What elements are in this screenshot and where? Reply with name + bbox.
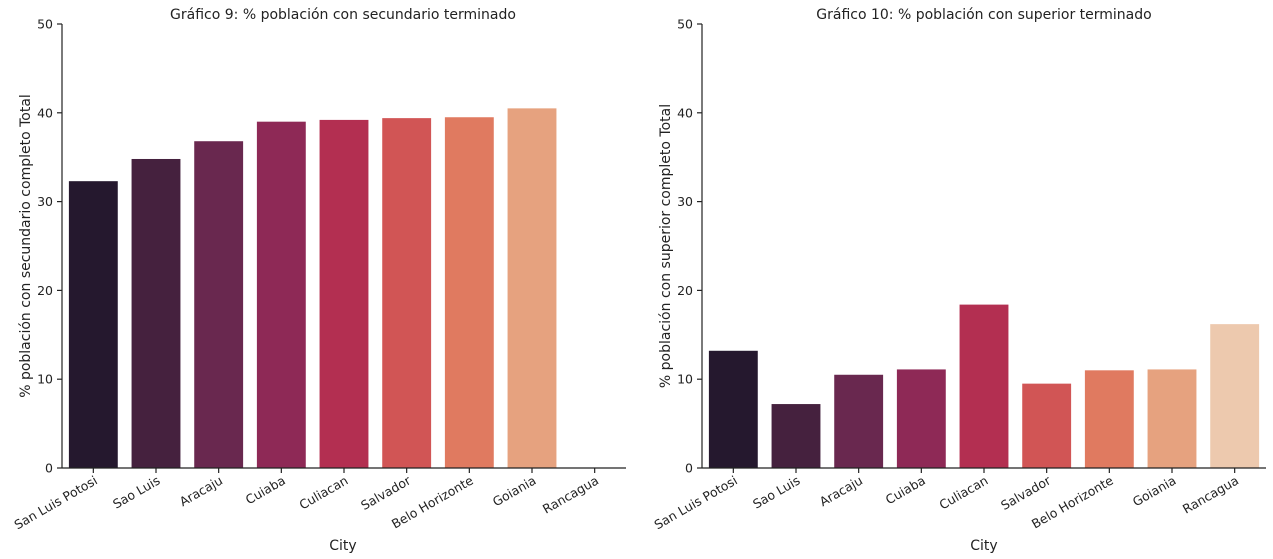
x-axis-ticks: San Luis Potosi Sao Luis Aracaju Cuiaba Culi… — [11, 468, 601, 532]
bar-aracaju — [194, 141, 244, 468]
x-tick-label: Salvador — [358, 472, 414, 513]
bar-culiacan — [959, 304, 1009, 468]
x-tick-label: Goiania — [1130, 473, 1179, 510]
bar-san-luis-potosi — [708, 350, 758, 468]
bar-aracaju — [834, 374, 884, 468]
y-tick-label: 20 — [677, 283, 693, 298]
y-tick-label: 40 — [677, 105, 693, 120]
y-axis-ticks: 0 10 20 30 40 50 — [37, 17, 62, 476]
y-axis-ticks: 0 10 20 30 40 50 — [677, 17, 702, 476]
y-tick-label: 0 — [45, 461, 53, 476]
y-tick-label: 40 — [37, 105, 53, 120]
x-tick-label: Aracaju — [177, 473, 225, 510]
chart-title: Gráfico 9: % población con secundario te… — [170, 7, 516, 23]
x-axis-label: City — [329, 538, 356, 554]
x-tick-label: Sao Luis — [750, 473, 802, 512]
x-tick-label: Rancagua — [540, 473, 601, 517]
bar-sao-luis — [771, 404, 821, 468]
x-tick-label: Culiacan — [296, 473, 350, 513]
x-tick-label: Rancagua — [1180, 473, 1241, 517]
bar-culiacan — [319, 119, 369, 469]
x-tick-label: San Luis Potosi — [11, 473, 99, 533]
chart-secundario: Gráfico 9: % población con secundario te… — [11, 7, 626, 554]
bar-goiania — [507, 108, 557, 469]
bar-belo-horizonte — [444, 117, 494, 469]
bar-salvador — [382, 118, 432, 468]
bar-belo-horizonte — [1084, 370, 1134, 468]
x-tick-label: San Luis Potosi — [651, 473, 739, 533]
bar-salvador — [1022, 383, 1072, 468]
y-tick-label: 50 — [677, 17, 693, 32]
x-tick-label: Cuiaba — [243, 473, 288, 508]
bar-sao-luis — [131, 158, 181, 469]
y-axis-label: % población con secundario completo Tota… — [18, 94, 34, 398]
y-tick-label: 0 — [685, 461, 693, 476]
x-axis-label: City — [970, 538, 997, 554]
x-tick-label: Sao Luis — [110, 473, 162, 512]
bar-group — [68, 108, 557, 469]
chart-superior: Gráfico 10: % población con superior ter… — [651, 7, 1266, 554]
y-tick-label: 10 — [37, 372, 53, 387]
y-tick-label: 20 — [37, 283, 53, 298]
y-axis-label: % población con superior completo Total — [658, 104, 674, 388]
bar-san-luis-potosi — [68, 181, 118, 468]
x-tick-label: Salvador — [998, 472, 1054, 513]
bar-group — [708, 304, 1260, 468]
y-tick-label: 30 — [677, 194, 693, 209]
y-tick-label: 50 — [37, 17, 53, 32]
bar-goiania — [1147, 369, 1197, 468]
x-tick-label: Culiacan — [936, 473, 990, 513]
x-tick-label: Cuiaba — [883, 473, 928, 508]
bar-cuiaba — [256, 121, 306, 469]
x-tick-label: Aracaju — [817, 473, 865, 510]
bar-cuiaba — [896, 369, 946, 468]
y-tick-label: 30 — [37, 194, 53, 209]
x-axis-ticks: San Luis Potosi Sao Luis Aracaju Cuiaba Culi… — [651, 468, 1241, 532]
y-tick-label: 10 — [677, 372, 693, 387]
x-tick-label: Goiania — [490, 473, 539, 510]
bar-rancagua — [1210, 324, 1260, 468]
chart-title: Gráfico 10: % población con superior ter… — [816, 7, 1151, 23]
